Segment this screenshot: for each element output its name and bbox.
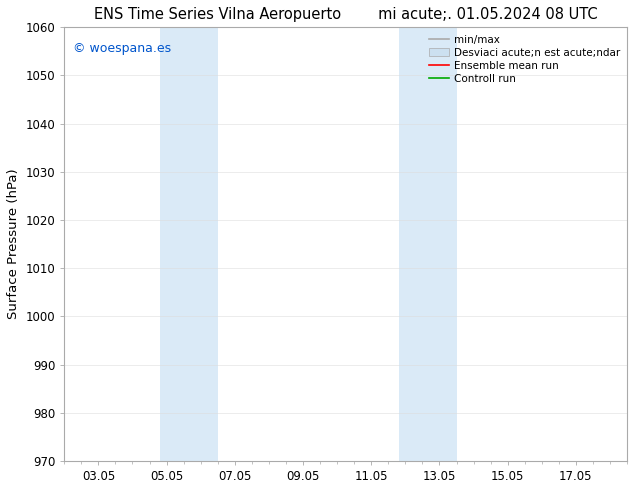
Bar	[399, 27, 456, 461]
Legend: min/max, Desviaci acute;n est acute;ndar, Ensemble mean run, Controll run: min/max, Desviaci acute;n est acute;ndar…	[427, 32, 622, 86]
Title: ENS Time Series Vilna Aeropuerto        mi acute;. 01.05.2024 08 UTC: ENS Time Series Vilna Aeropuerto mi acut…	[94, 7, 597, 22]
Y-axis label: Surface Pressure (hPa): Surface Pressure (hPa)	[7, 169, 20, 319]
Bar	[160, 27, 217, 461]
Text: © woespana.es: © woespana.es	[73, 43, 171, 55]
